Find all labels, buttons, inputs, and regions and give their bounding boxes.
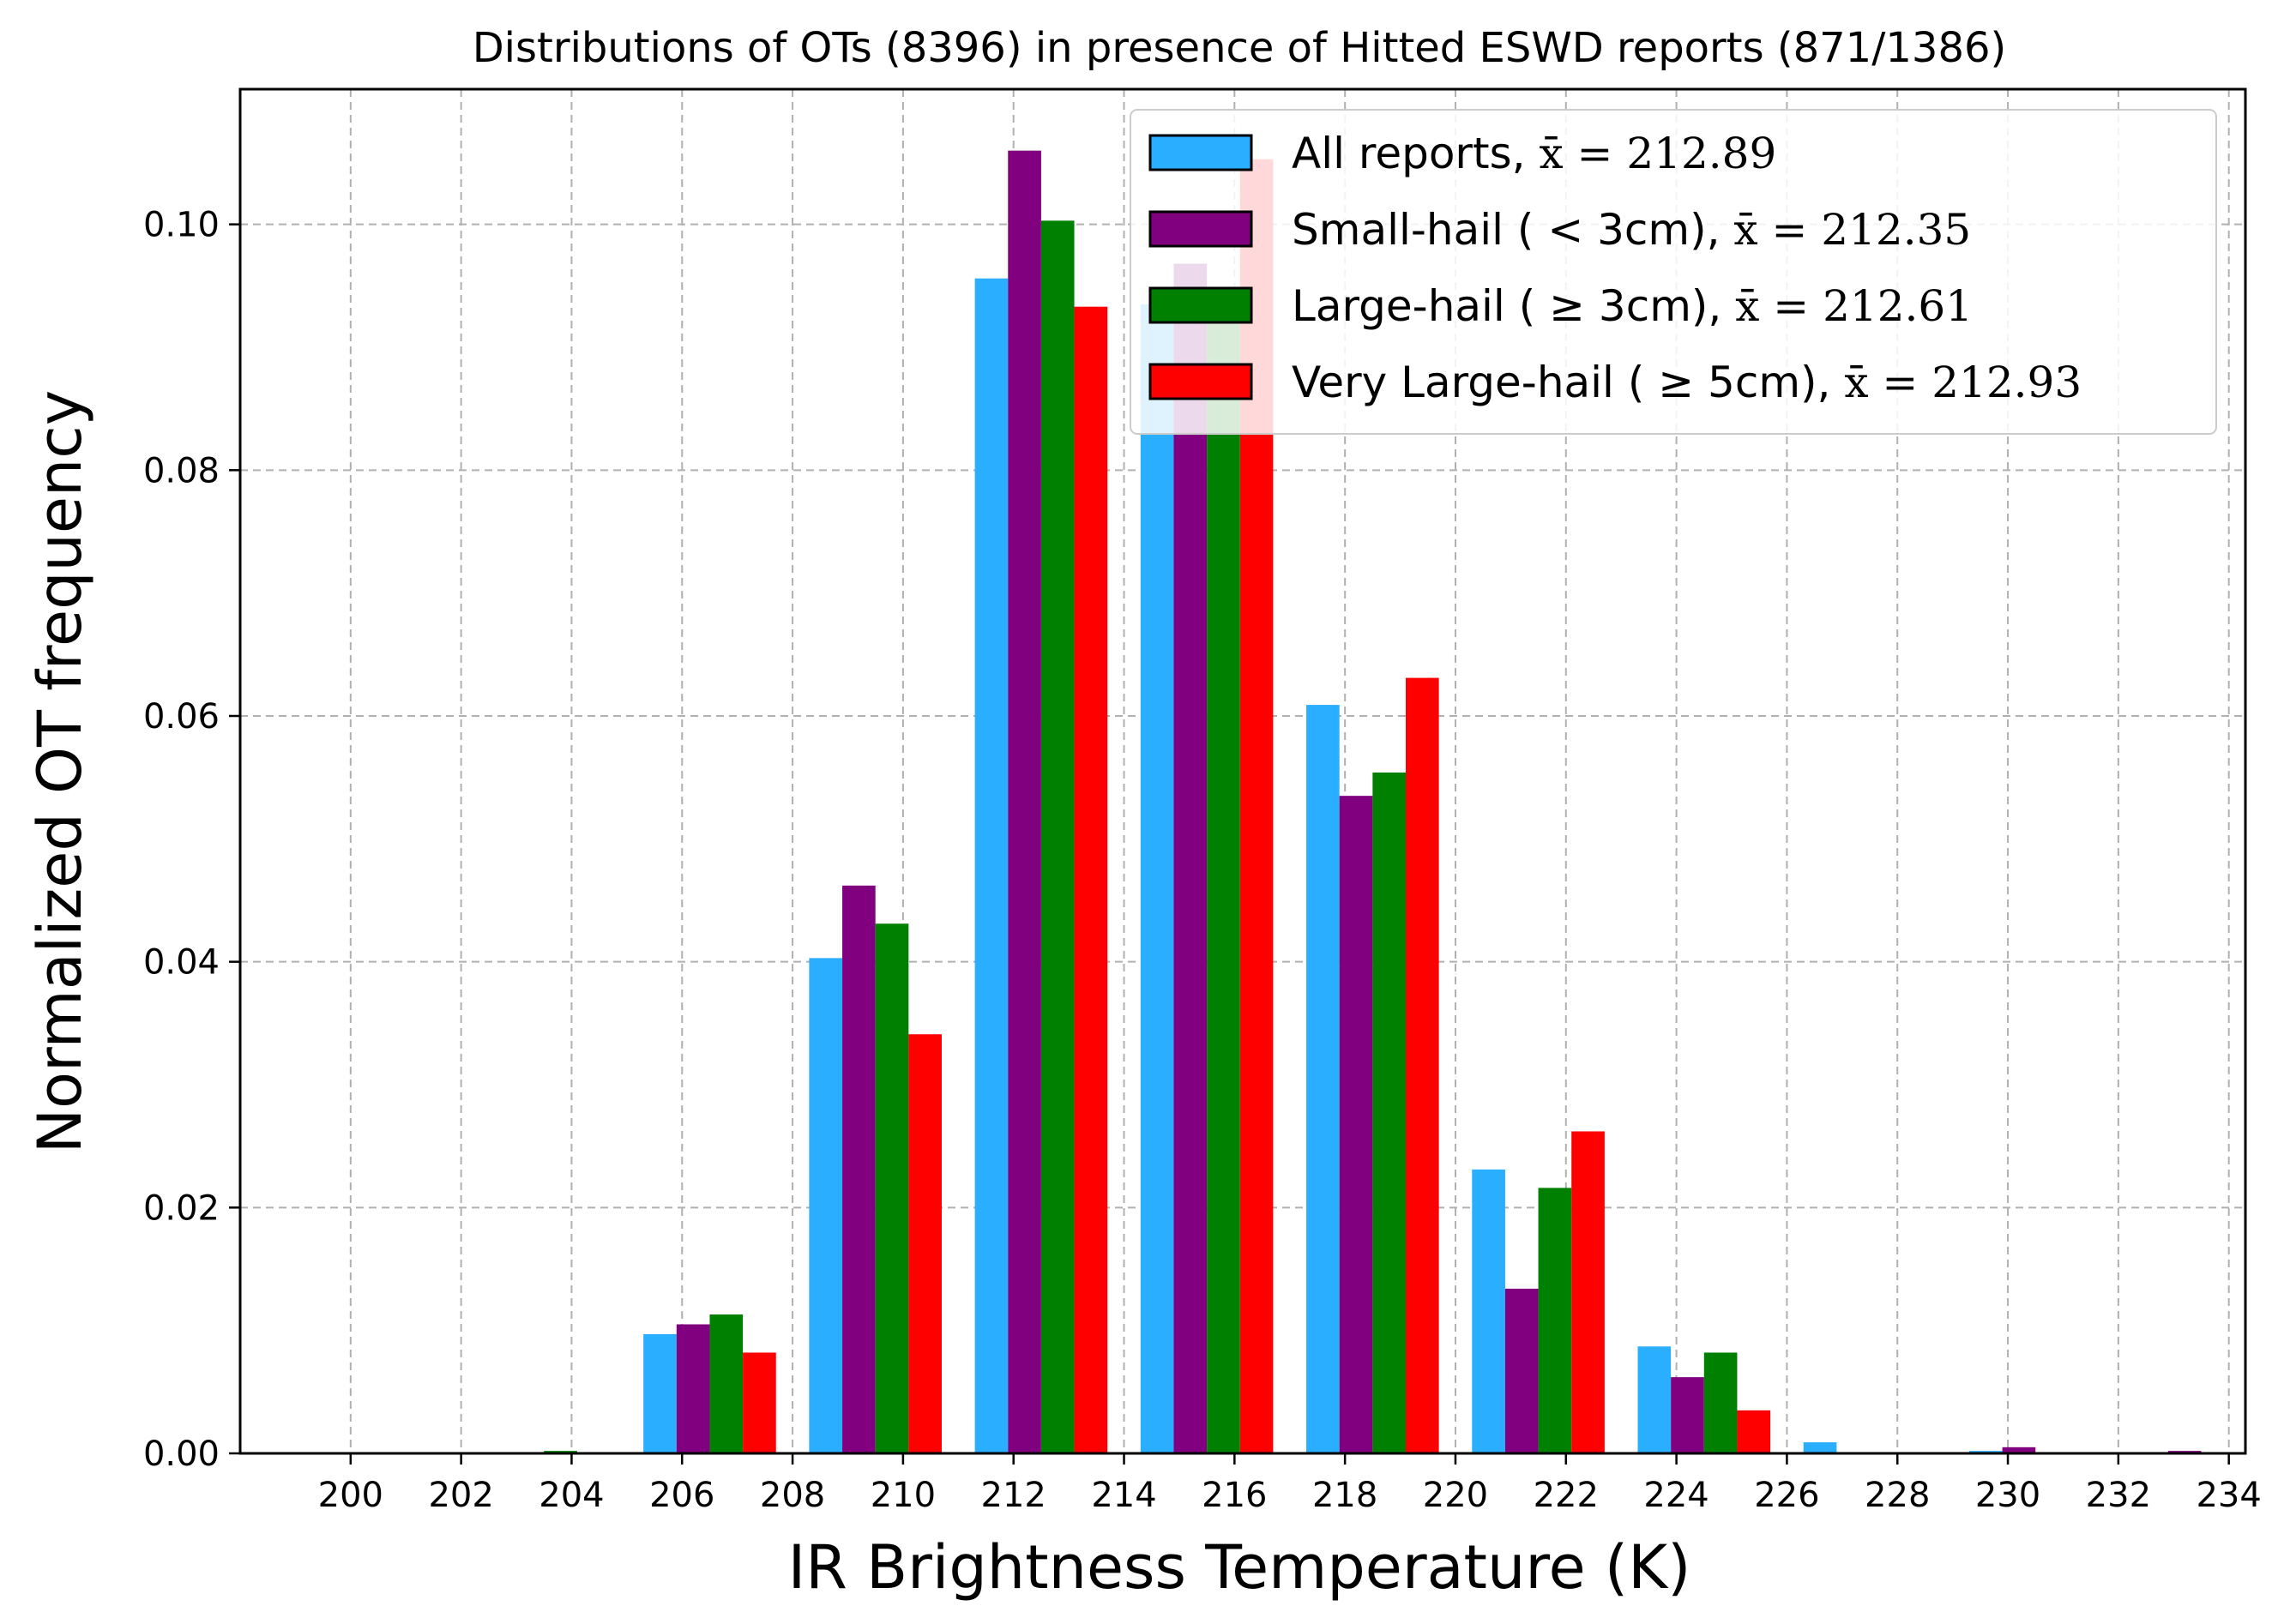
x-tick-label: 220 [1423,1476,1488,1515]
x-tick-label: 204 [539,1476,604,1515]
x-tick-label: 216 [1202,1476,1267,1515]
x-tick-label: 212 [981,1476,1046,1515]
x-tick-label: 208 [760,1476,825,1515]
axis-ticks: 200 202 204 206 208 210 212 214 216 218 220 222 224 2… [143,206,2262,1515]
bar [908,1034,942,1453]
bars [311,150,2202,1454]
grid-lines [240,89,2245,1454]
y-tick-label: 0.04 [143,943,220,983]
legend-entry: Small-hail ( < 3cm), x̄ = 212.35 [1292,205,1971,255]
legend-entry: Large-hail ( ≥ 3cm), x̄ = 212.61 [1292,281,1973,331]
bar [1803,1442,1837,1453]
bar [1306,705,1340,1453]
bar [1538,1188,1572,1453]
chart-title: Distributions of OTs (8396) in presence … [473,24,2007,72]
bar [2002,1447,2036,1453]
y-tick-label: 0.10 [143,206,220,245]
x-axis-title: IR Brightness Temperature (K) [788,1532,1691,1603]
bar [709,1314,744,1453]
legend-swatch [1148,363,1253,400]
legend-swatch [1148,286,1253,324]
bar [643,1333,677,1453]
legend-entry: All reports, x̄ = 212.89 [1292,129,1776,178]
x-tick-label: 230 [1975,1476,2040,1515]
x-tick-label: 224 [1643,1476,1708,1515]
bar [743,1352,776,1453]
bar [1040,220,1075,1453]
legend: All reports, x̄ = 212.89 Small-hail ( < 3… [1130,109,2217,435]
bar [1671,1377,1704,1453]
bar [809,958,843,1453]
legend-frame [1130,109,2217,435]
x-tick-label: 234 [2196,1476,2261,1515]
bar [1504,1288,1539,1453]
bar [1737,1410,1771,1453]
bar [1703,1352,1738,1453]
bar [1339,796,1373,1453]
x-tick-label: 218 [1312,1476,1377,1515]
x-tick-label: 226 [1754,1476,1819,1515]
bar [1207,310,1240,1453]
bar [1140,304,1174,1453]
bar [1008,150,1041,1454]
y-tick-label: 0.02 [143,1188,220,1228]
bar [1173,263,1208,1453]
x-tick-label: 206 [649,1476,714,1515]
legend-entry: Very Large-hail ( ≥ 5cm), x̄ = 212.93 [1292,358,2082,407]
x-tick-label: 222 [1534,1476,1599,1515]
bar [974,278,1009,1453]
x-tick-label: 210 [871,1476,936,1515]
x-tick-label: 232 [2086,1476,2151,1515]
bar [875,923,909,1453]
legend-swatch [1148,134,1253,171]
legend-swatch [1148,210,1253,248]
bar [842,885,876,1453]
bar [1472,1169,1505,1453]
bar [676,1324,710,1453]
x-tick-label: 214 [1091,1476,1156,1515]
y-tick-label: 0.00 [143,1435,220,1474]
x-tick-label: 200 [318,1476,383,1515]
x-tick-label: 228 [1865,1476,1930,1515]
bar [1571,1131,1605,1453]
bar [1372,772,1407,1453]
x-tick-label: 202 [428,1476,493,1515]
y-axis-title: Normalized OT frequency [25,390,95,1153]
bar [1637,1346,1672,1453]
bar [1074,306,1108,1454]
y-tick-label: 0.08 [143,451,220,490]
plot-frame [238,87,2247,1455]
y-tick-label: 0.06 [143,697,220,737]
bar [1406,677,1439,1453]
